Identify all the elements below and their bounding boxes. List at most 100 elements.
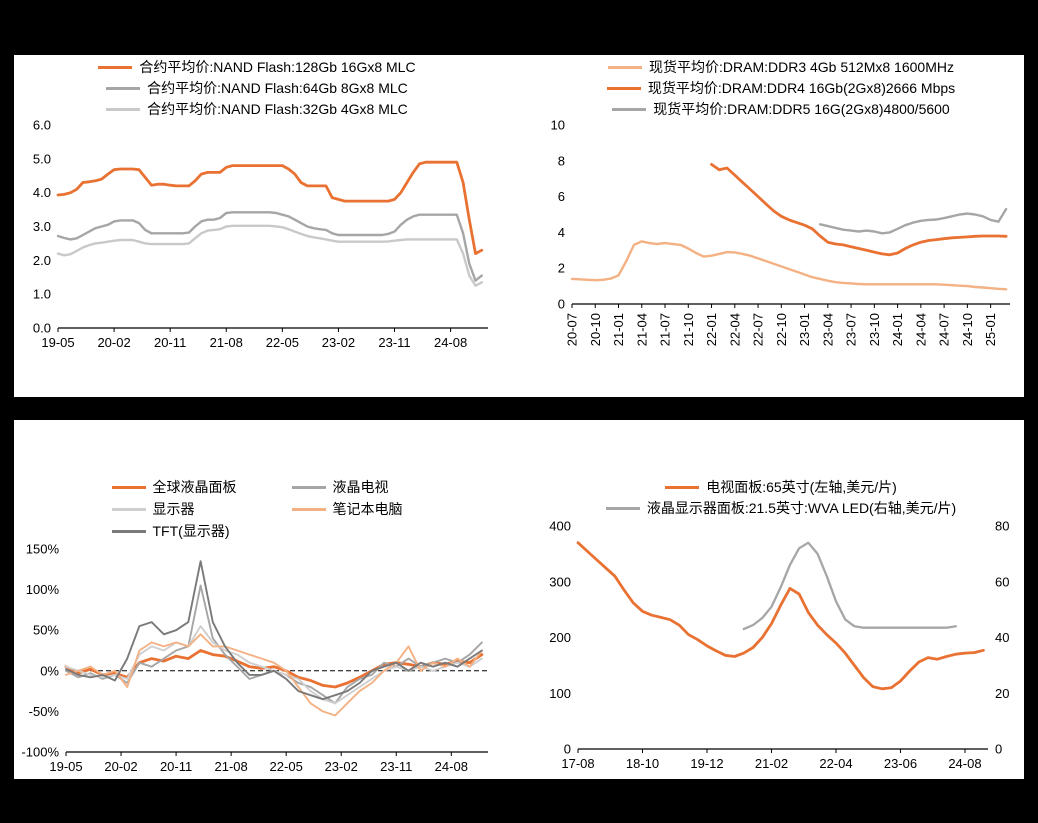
legend-line-swatch bbox=[98, 66, 133, 69]
legend-item-nand-64gb: 合约平均价:NAND Flash:64Gb 8Gx8 MLC bbox=[106, 80, 408, 97]
series-line-ddr4 bbox=[710, 163, 1008, 257]
x-tick-label: 22-05 bbox=[266, 335, 299, 350]
y-left-tick-label: 1.0 bbox=[33, 287, 51, 302]
legend-lcd-panel-yoy: 全球液晶面板 液晶电视显示器 笔记本电脑 TFT(显示器) bbox=[111, 475, 403, 542]
series-line-ddr5 bbox=[818, 207, 1008, 235]
series-line-monitor bbox=[65, 625, 483, 705]
series-line-global-lcd bbox=[64, 649, 484, 689]
x-tick-label: 21-02 bbox=[755, 756, 788, 771]
x-tick-label: 20-11 bbox=[154, 335, 186, 350]
legend-label: 笔记本电脑 bbox=[332, 501, 403, 517]
legend-label: 合约平均价:NAND Flash:32Gb 4Gx8 MLC bbox=[147, 101, 408, 117]
legend-tv-panel-price: 电视面板:65英寸(左轴,美元/片) 液晶显示器面板:21.5英寸:WVA LED… bbox=[605, 475, 957, 519]
x-tick-label: 23-01 bbox=[797, 313, 812, 346]
y-left-tick-label: 10 bbox=[551, 120, 565, 133]
legend-label: 电视面板:65英寸(左轴,美元/片) bbox=[706, 479, 897, 495]
y-left-tick-label: 0.0 bbox=[33, 321, 51, 336]
series-line-ddr3 bbox=[570, 240, 1008, 291]
x-tick-label: 24-10 bbox=[960, 313, 975, 346]
x-tick-label: 18-10 bbox=[626, 756, 659, 771]
legend-label: 合约平均价:NAND Flash:64Gb 8Gx8 MLC bbox=[147, 80, 408, 96]
x-tick-label: 21-01 bbox=[611, 313, 626, 346]
legend-item-ddr4: 现货平均价:DRAM:DDR4 16Gb(2Gx8)2666 Mbps bbox=[606, 80, 956, 97]
x-tick-label: 21-04 bbox=[634, 313, 649, 346]
y-right-tick-label: 60 bbox=[995, 574, 1009, 589]
legend-label: TFT(显示器) bbox=[152, 523, 230, 539]
legend-item-notebook: 笔记本电脑 bbox=[291, 501, 403, 518]
y-left-tick-label: 2.0 bbox=[33, 253, 51, 268]
chart-lcd-panel-yoy: 150% 100% 50% 0% -50% -100%19-05 20-02 20-11 21-… bbox=[21, 542, 488, 774]
y-left-tick-label: -100% bbox=[21, 745, 59, 760]
x-tick-label: 19-05 bbox=[49, 759, 82, 774]
top-black-bar bbox=[0, 0, 1038, 55]
x-tick-label: 22-07 bbox=[751, 313, 766, 346]
chart-nand-contract-price: 6.0 5.0 4.0 3.0 2.0 1.0 0.019-05 20-02 20-11 21-0… bbox=[33, 120, 488, 350]
x-tick-label: 23-02 bbox=[325, 759, 358, 774]
series-line-nand-64gb bbox=[56, 211, 483, 282]
x-tick-label: 22-10 bbox=[774, 313, 789, 346]
y-left-tick-label: 6.0 bbox=[33, 120, 51, 133]
legend-label: 现货平均价:DRAM:DDR4 16Gb(2Gx8)2666 Mbps bbox=[647, 80, 956, 96]
panel-tv-panel-price: 电视面板:65英寸(左轴,美元/片) 液晶显示器面板:21.5英寸:WVA LED… bbox=[538, 475, 1024, 779]
legend-label: 液晶电视 bbox=[332, 479, 389, 495]
legend-item-monitor: 显示器 bbox=[111, 501, 195, 518]
legend-label: 液晶显示器面板:21.5英寸:WVA LED(右轴,美元/片) bbox=[646, 500, 957, 516]
x-tick-label: 23-04 bbox=[820, 313, 835, 346]
panel-nand-contract-price: 合约平均价:NAND Flash:128Gb 16Gx8 MLC 合约平均价:NA… bbox=[14, 55, 500, 355]
x-tick-label: 19-12 bbox=[690, 756, 723, 771]
legend-label: 全球液晶面板 bbox=[152, 479, 237, 495]
right-black-bar bbox=[1024, 0, 1038, 823]
legend-line-swatch bbox=[606, 87, 641, 90]
legend-item-nand-32gb: 合约平均价:NAND Flash:32Gb 4Gx8 MLC bbox=[106, 101, 408, 118]
chart-dram-spot-price: 10 8 6 4 2 020-07 20-10 21-01 21-04 21-07 21-10 22-… bbox=[551, 120, 1010, 346]
series-line-tv-65inch bbox=[576, 541, 985, 691]
x-tick-label: 21-10 bbox=[681, 313, 696, 346]
legend-line-swatch bbox=[111, 486, 146, 489]
legend-nand-contract-price: 合约平均价:NAND Flash:128Gb 16Gx8 MLC 合约平均价:NA… bbox=[98, 55, 416, 120]
x-tick-label: 21-07 bbox=[658, 313, 673, 346]
y-left-tick-label: 4.0 bbox=[33, 185, 51, 200]
y-left-tick-label: 100 bbox=[549, 686, 571, 701]
legend-label: 合约平均价:NAND Flash:128Gb 16Gx8 MLC bbox=[139, 59, 416, 75]
legend-line-swatch bbox=[608, 66, 642, 69]
x-tick-label: 24-04 bbox=[913, 313, 928, 346]
panel-lcd-panel-yoy: 全球液晶面板 液晶电视 显示器 笔记本电脑 TFT(显示器) 150% 100% 50% 0%… bbox=[14, 475, 500, 779]
y-left-tick-label: -50% bbox=[29, 704, 60, 719]
y-right-tick-label: 40 bbox=[995, 630, 1009, 645]
legend-line-swatch bbox=[291, 486, 326, 489]
x-tick-label: 24-08 bbox=[435, 759, 468, 774]
legend-line-swatch bbox=[612, 108, 647, 111]
legend-item-ddr5: 现货平均价:DRAM:DDR5 16G(2Gx8)4800/5600 bbox=[612, 101, 950, 118]
legend-label: 现货平均价:DRAM:DDR5 16G(2Gx8)4800/5600 bbox=[653, 101, 950, 117]
x-tick-label: 21-08 bbox=[210, 335, 243, 350]
x-tick-label: 23-07 bbox=[844, 313, 859, 346]
series-line-notebook bbox=[65, 633, 483, 717]
x-tick-label: 23-06 bbox=[884, 756, 917, 771]
x-tick-label: 17-08 bbox=[561, 756, 594, 771]
x-tick-label: 20-07 bbox=[565, 313, 580, 346]
y-left-tick-label: 4 bbox=[558, 225, 565, 240]
x-tick-label: 24-07 bbox=[937, 313, 952, 346]
x-tick-label: 22-01 bbox=[704, 313, 719, 346]
legend-item-tv-65inch: 电视面板:65英寸(左轴,美元/片) bbox=[665, 479, 897, 496]
y-left-tick-label: 50% bbox=[33, 623, 59, 638]
left-black-bar bbox=[0, 0, 14, 823]
legend-item-lcd-tv: 液晶电视 bbox=[291, 479, 389, 496]
legend-dram-spot-price: 现货平均价:DRAM:DDR3 4Gb 512Mx8 1600MHz 现货平均价:… bbox=[606, 55, 956, 120]
series-line-nand-32gb bbox=[56, 224, 483, 287]
x-tick-label: 20-02 bbox=[104, 759, 137, 774]
series-line-tft-monitor bbox=[65, 560, 483, 701]
legend-item-nand-128gb: 合约平均价:NAND Flash:128Gb 16Gx8 MLC bbox=[98, 59, 416, 76]
legend-line-swatch bbox=[111, 530, 146, 533]
legend-line-swatch bbox=[106, 87, 141, 90]
y-left-tick-label: 0 bbox=[558, 297, 565, 312]
x-tick-label: 19-05 bbox=[41, 335, 74, 350]
legend-item-monitor-21_5inch: 液晶显示器面板:21.5英寸:WVA LED(右轴,美元/片) bbox=[605, 500, 957, 517]
y-left-tick-label: 0 bbox=[564, 742, 571, 757]
y-left-tick-label: 5.0 bbox=[33, 151, 51, 166]
middle-black-divider-bar bbox=[0, 397, 1038, 420]
y-left-tick-label: 150% bbox=[26, 542, 60, 557]
y-left-tick-label: 300 bbox=[549, 574, 571, 589]
x-tick-label: 25-01 bbox=[983, 313, 998, 346]
